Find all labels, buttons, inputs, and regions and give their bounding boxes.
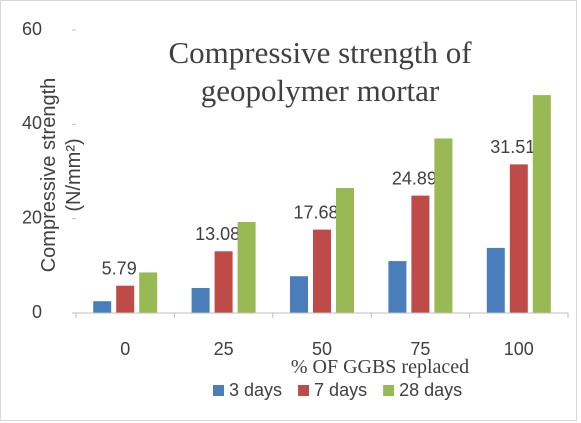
bar [214,251,233,313]
data-label: 24.89 [392,168,437,188]
legend-swatch [213,385,224,396]
x-tick-label: 75 [410,339,430,359]
bar [336,188,354,313]
legend-label: 7 days [314,380,367,400]
bar [411,195,430,313]
bar [313,229,331,313]
bar [139,272,158,313]
data-label: 5.79 [102,258,137,278]
x-tick-label: 100 [504,339,534,359]
x-tick-label: 25 [214,339,234,359]
legend-label: 3 days [229,380,282,400]
y-axis-label: Compressive strength (N/mm²) [38,77,85,273]
legend-swatch [383,385,395,396]
bar [486,247,505,313]
bar [388,261,407,313]
bar [509,164,528,313]
data-label: 13.08 [195,224,240,244]
data-label: 31.51 [490,137,535,157]
chart-title: Compressive strength of geopolymer morta… [168,35,472,108]
y-tick-label: 60 [22,19,42,39]
legend-swatch [298,385,310,396]
y-tick-label: 0 [32,302,42,322]
y-tick-label: 40 [22,113,42,133]
bar [191,288,210,313]
x-tick-label: 50 [312,339,332,359]
bar [93,301,112,313]
y-tick-label: 20 [22,207,42,227]
legend-label: 28 days [399,380,462,400]
bar [237,221,256,313]
bar [116,285,135,313]
x-tick-label: 0 [120,339,130,359]
bar [434,138,453,313]
bar [532,95,551,313]
bar [290,276,308,313]
data-label: 17.68 [293,202,338,222]
x-axis-label: % OF GGBS replaced [290,356,470,378]
